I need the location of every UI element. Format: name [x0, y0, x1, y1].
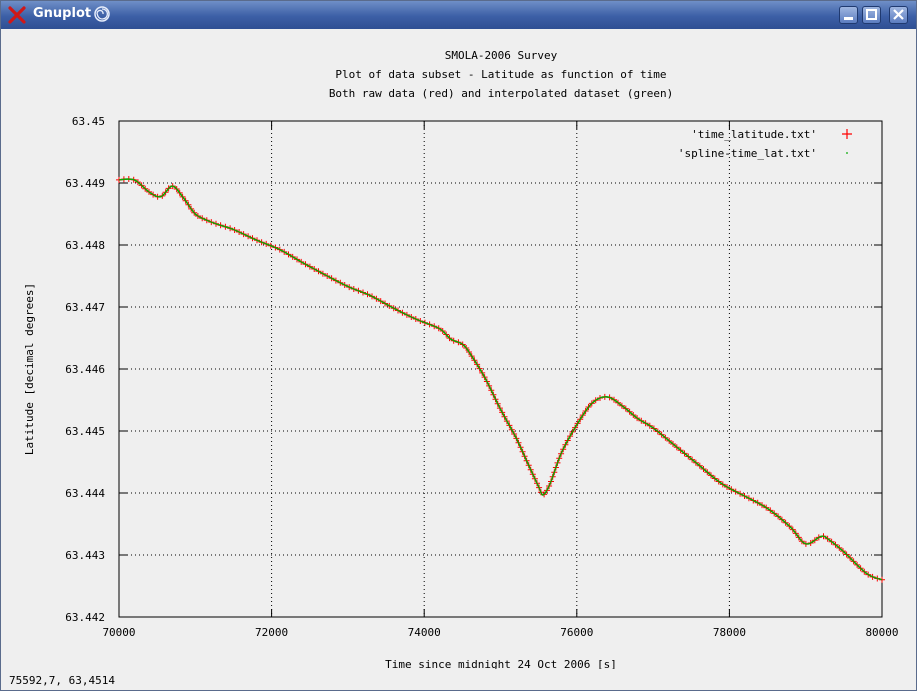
x-tick-label: 80000 [865, 626, 898, 639]
chart-title-line-1: SMOLA-2006 Survey [445, 49, 558, 62]
grid-lines [119, 121, 882, 617]
x-tick-label: 76000 [560, 626, 593, 639]
y-tick-label: 63.446 [65, 363, 105, 376]
y-tick-label: 63.442 [65, 611, 105, 624]
x-tick-label: 74000 [408, 626, 441, 639]
x-logo-icon [8, 6, 26, 24]
y-axis-ticks: 63.442 63.443 63.444 63.445 63.446 63.447 63.4… [65, 115, 882, 624]
window-title: Gnuplot [33, 6, 92, 21]
maximize-button[interactable] [862, 6, 881, 24]
x-tick-label: 70000 [102, 626, 135, 639]
y-tick-label: 63.443 [65, 549, 105, 562]
legend-entry-raw: 'time_latitude.txt' [691, 128, 817, 141]
chart-title-line-2: Plot of data subset - Latitude as functi… [335, 68, 666, 81]
plot-area[interactable]: SMOLA-2006 Survey Plot of data subset - … [5, 29, 915, 689]
y-tick-label: 63.447 [65, 301, 105, 314]
plot-frame [118, 120, 883, 618]
y-axis-label: Latitude [decimal degrees] [23, 283, 36, 455]
x-axis-label: Time since midnight 24 Oct 2006 [s] [385, 658, 617, 669]
legend-marker-raw [842, 129, 852, 139]
y-tick-label: 63.444 [65, 487, 105, 500]
y-tick-label: 63.448 [65, 239, 105, 252]
latitude-chart[interactable]: SMOLA-2006 Survey Plot of data subset - … [5, 29, 915, 671]
legend-marker-spline [846, 152, 848, 154]
status-coordinates: 75592,7, 63,4514 [9, 674, 115, 687]
x-tick-label: 78000 [713, 626, 746, 639]
y-tick-label: 63.449 [65, 177, 105, 190]
legend-entry-spline: 'spline-time_lat.txt' [678, 147, 817, 160]
y-tick-label: 63.45 [72, 115, 105, 128]
swirl-icon [94, 6, 110, 22]
spline-series-overlay [118, 178, 883, 581]
maximize-icon [866, 9, 877, 20]
spline-series-line [118, 178, 883, 581]
minimize-button[interactable] [839, 6, 858, 24]
raw-data-points [116, 176, 885, 583]
y-tick-label: 63.445 [65, 425, 105, 438]
close-button[interactable] [889, 6, 908, 24]
title-bar[interactable]: Gnuplot [1, 1, 916, 29]
minimize-icon [844, 17, 853, 20]
chart-title-line-3: Both raw data (red) and interpolated dat… [329, 87, 673, 100]
close-icon [893, 9, 904, 20]
x-tick-label: 72000 [255, 626, 288, 639]
x-axis-ticks: 70000 72000 74000 76000 78000 80000 [102, 121, 899, 639]
